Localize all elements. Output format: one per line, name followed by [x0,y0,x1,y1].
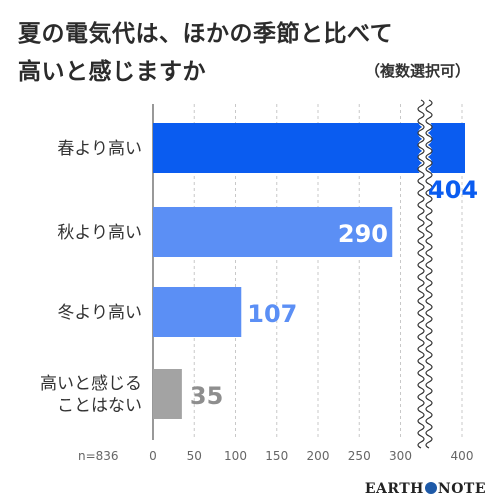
x-tick-label: 150 [265,449,288,463]
chart-note: （複数選択可） [364,62,470,80]
category-label: 秋より高い [57,223,142,243]
x-tick-label: 250 [348,449,371,463]
axis-break-line [417,99,425,449]
x-tick-label: 0 [149,449,157,463]
category-label: 春より高い [57,139,142,159]
bar [153,369,182,419]
brand-logo: EARTH NOTE [364,481,486,497]
value-label: 107 [247,300,297,328]
axis-break-band [418,96,432,452]
category-label: ことはない [57,396,142,416]
value-label: 290 [338,220,388,248]
chart-title-line2: 高いと感じますか [18,59,206,85]
x-tick-label: 300 [389,449,412,463]
bar [153,207,393,257]
category-label: 冬より高い [57,303,142,323]
bar [153,287,242,337]
value-label: 404 [428,176,478,204]
globe-icon [424,482,437,494]
axis-break-line [425,99,433,449]
x-tick-label: 100 [224,449,247,463]
category-label: 高いと感じる [40,374,142,394]
chart-title-line1: 夏の電気代は、ほかの季節と比べて [18,21,394,47]
x-tick-label: 200 [307,449,330,463]
bar [153,123,465,173]
x-tick-label: 400 [451,449,474,463]
sample-size-label: n=836 [78,449,119,463]
value-label: 35 [190,382,223,410]
x-tick-label: 50 [187,449,202,463]
